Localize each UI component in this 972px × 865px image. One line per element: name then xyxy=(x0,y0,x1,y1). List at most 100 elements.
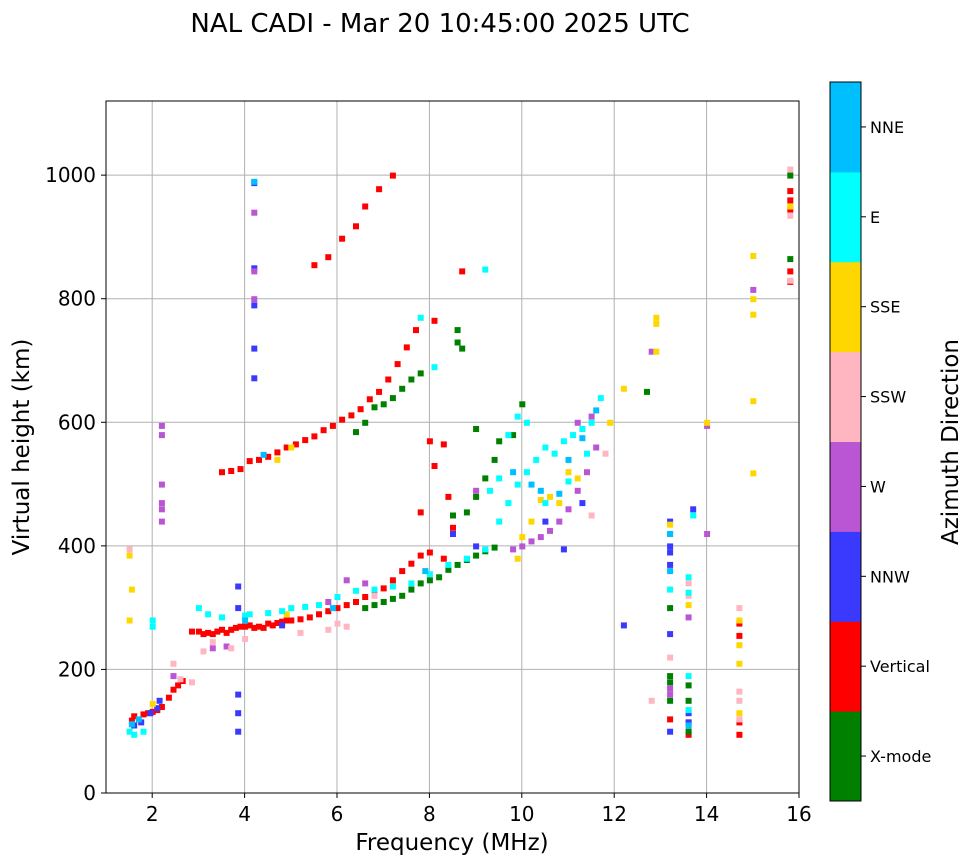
data-point xyxy=(473,552,480,559)
data-point xyxy=(454,561,461,568)
data-point xyxy=(195,628,202,635)
data-point xyxy=(704,422,711,429)
data-point xyxy=(514,555,521,562)
colorbar-frame xyxy=(829,81,862,802)
data-point xyxy=(736,697,743,704)
data-point xyxy=(274,456,281,463)
data-point xyxy=(128,717,135,724)
data-point xyxy=(528,481,535,488)
data-point xyxy=(251,268,258,275)
data-point xyxy=(496,518,503,525)
x-axis-ticks: 2 4 6 8 10 12 14 16 xyxy=(146,793,812,826)
data-point xyxy=(487,487,493,494)
data-point xyxy=(399,592,406,599)
data-point xyxy=(565,469,572,476)
data-point xyxy=(560,438,567,445)
data-point xyxy=(158,506,165,513)
data-point xyxy=(251,345,258,352)
x-tick-label: 12 xyxy=(601,802,626,826)
data-point xyxy=(189,679,195,686)
data-point xyxy=(408,586,415,593)
data-point xyxy=(528,538,535,545)
y-tick-label: 200 xyxy=(58,657,96,681)
data-point xyxy=(426,577,433,584)
data-point xyxy=(750,286,757,293)
data-point xyxy=(394,361,401,368)
data-point xyxy=(269,622,276,629)
data-point xyxy=(320,427,327,434)
data-point xyxy=(200,631,207,638)
y-tick-label: 600 xyxy=(58,410,96,434)
data-point xyxy=(251,375,258,382)
data-point xyxy=(128,586,135,593)
data-point xyxy=(260,624,267,631)
data-point xyxy=(736,731,743,738)
data-point xyxy=(431,364,438,371)
data-point xyxy=(667,716,674,723)
data-point xyxy=(158,481,165,488)
data-point xyxy=(588,419,595,426)
data-point xyxy=(685,589,692,596)
data-point xyxy=(473,543,480,550)
x-axis-label: Frequency (MHz) xyxy=(355,830,548,856)
colorbar-segment xyxy=(830,261,861,353)
data-point xyxy=(667,586,674,593)
data-point xyxy=(750,398,757,405)
data-point xyxy=(205,611,212,618)
data-point xyxy=(593,407,600,414)
data-point xyxy=(417,509,424,516)
data-point xyxy=(149,617,156,624)
data-point xyxy=(750,470,757,477)
data-point xyxy=(750,253,757,259)
data-point xyxy=(251,624,258,631)
y-axis-ticks: 0 200 400 600 800 1000 xyxy=(45,163,106,805)
data-point xyxy=(491,544,498,551)
data-point xyxy=(246,458,253,465)
data-point xyxy=(704,531,711,537)
data-point xyxy=(736,688,743,695)
data-point xyxy=(371,592,378,599)
data-point xyxy=(667,691,674,698)
data-point xyxy=(362,605,369,612)
colorbar-label: E xyxy=(870,208,880,227)
data-point xyxy=(496,475,503,482)
data-point xyxy=(787,256,794,263)
data-point xyxy=(653,320,660,327)
data-point xyxy=(251,178,258,185)
data-point xyxy=(588,512,595,519)
data-point xyxy=(551,450,558,457)
data-point xyxy=(579,500,586,507)
data-point xyxy=(251,296,258,303)
data-point xyxy=(473,487,480,494)
data-point xyxy=(156,697,163,704)
data-point xyxy=(584,450,590,457)
data-point xyxy=(602,450,609,457)
data-point xyxy=(251,209,258,216)
data-point xyxy=(325,626,332,633)
data-point xyxy=(667,697,674,704)
data-point xyxy=(242,623,249,630)
data-point xyxy=(574,475,581,482)
data-point xyxy=(343,602,350,609)
data-point xyxy=(653,348,660,355)
colorbar-label: X-mode xyxy=(870,747,931,766)
data-point xyxy=(334,594,341,600)
data-point xyxy=(170,673,177,680)
data-point xyxy=(334,605,341,612)
data-point xyxy=(787,203,794,210)
data-point xyxy=(325,599,332,605)
data-point xyxy=(750,311,757,318)
data-point xyxy=(579,435,586,442)
data-point xyxy=(667,549,674,556)
data-point xyxy=(339,235,346,242)
grid-lines xyxy=(106,101,800,794)
data-point xyxy=(297,629,304,636)
data-point xyxy=(283,617,290,624)
data-point xyxy=(237,466,244,473)
data-point xyxy=(685,602,692,609)
data-point xyxy=(667,679,674,686)
data-point xyxy=(292,441,299,448)
data-point xyxy=(482,475,489,482)
y-tick-label: 1000 xyxy=(45,163,96,187)
data-point xyxy=(436,574,443,581)
